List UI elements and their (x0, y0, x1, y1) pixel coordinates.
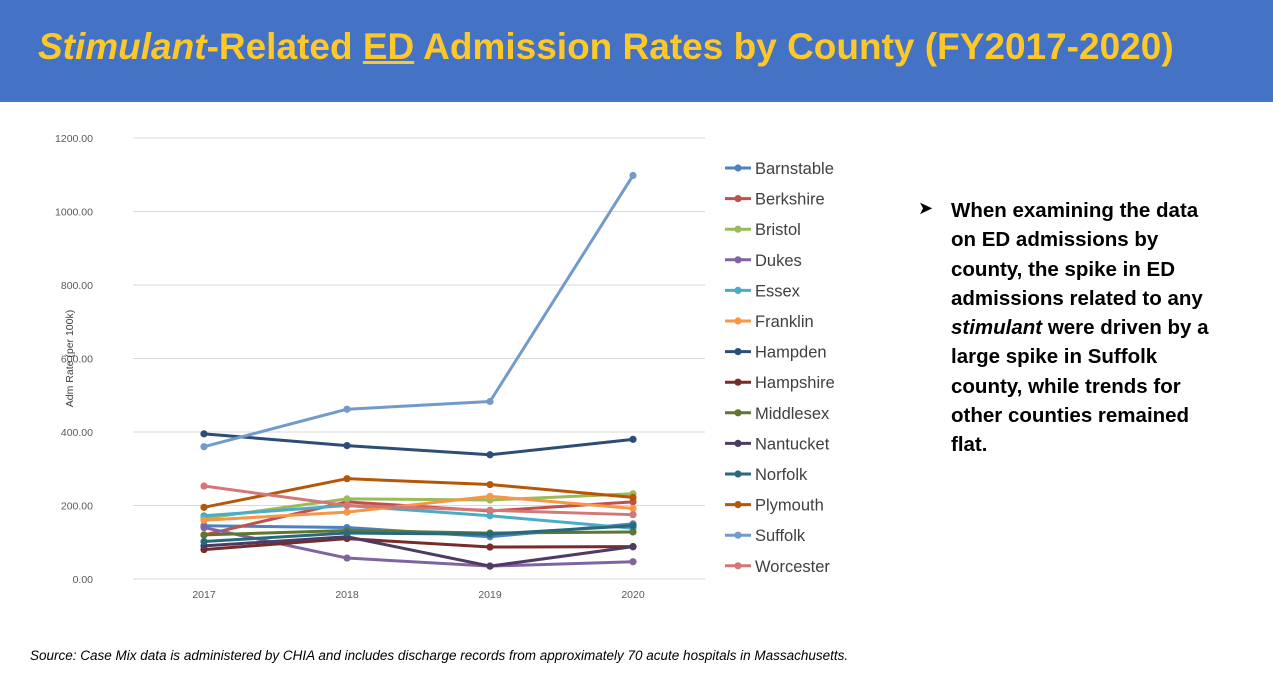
legend-marker (734, 348, 742, 356)
legend-marker (734, 439, 742, 447)
series-line-bristol (202, 492, 635, 520)
series-line-suffolk (202, 173, 635, 449)
legend-marker (734, 195, 742, 203)
legend-marker (734, 317, 742, 325)
legend-label: Dukes (755, 252, 802, 270)
series-line-worcester (202, 484, 635, 517)
bullet-text-1: When examining the data on ED admissions… (951, 199, 1203, 310)
legend-label: Middlesex (755, 405, 830, 423)
data-point-suffolk (200, 443, 208, 451)
legend-marker (734, 256, 742, 264)
series-line-hampden (202, 432, 635, 457)
data-point-worcester (343, 501, 351, 510)
data-point-norfolk (200, 537, 208, 546)
y-tick-label: 800.00 (61, 280, 93, 292)
data-point-franklin (629, 504, 637, 513)
legend-label: Hampshire (755, 374, 835, 392)
x-tick-label: 2018 (335, 589, 359, 600)
page-title: Stimulant-Related ED Admission Rates by … (38, 26, 1174, 68)
data-point-norfolk (343, 529, 351, 537)
y-tick-label: 400.00 (61, 427, 93, 439)
series-line-essex (202, 504, 635, 530)
title-stimulant: Stimulant (38, 26, 207, 67)
legend-label: Bristol (755, 221, 801, 239)
data-point-suffolk (629, 171, 637, 180)
series-line-nantucket (202, 535, 635, 568)
legend-marker (734, 164, 742, 172)
title-rest: Admission Rates by County (FY2017-2020) (414, 26, 1174, 67)
series-line-hampshire (202, 537, 635, 552)
y-tick-label: 200.00 (61, 501, 93, 513)
y-tick-label: 1000.00 (55, 207, 93, 219)
bullet-point: ➤ When examining the data on ED admissio… (918, 196, 1218, 460)
data-point-norfolk (629, 522, 637, 530)
legend-label: Barnstable (755, 160, 834, 178)
x-tick-label: 2019 (478, 589, 502, 600)
legend-marker (734, 531, 742, 539)
legend-marker (734, 470, 742, 478)
data-point-middlesex (629, 528, 637, 536)
data-point-dukes (629, 558, 637, 566)
y-tick-label: 0.00 (73, 574, 94, 586)
x-tick-label: 2020 (621, 589, 645, 600)
data-point-essex (486, 512, 494, 520)
legend-label: Nantucket (755, 435, 830, 453)
legend-label: Suffolk (755, 527, 806, 545)
bullet-text: When examining the data on ED admissions… (951, 196, 1218, 460)
data-point-worcester (486, 506, 494, 514)
legend-marker (734, 409, 742, 417)
bullet-text-3: were driven by a large spike in Suffolk … (951, 316, 1209, 457)
series-line-middlesex (202, 528, 635, 537)
data-point-franklin (200, 516, 208, 524)
legend-marker (734, 286, 742, 294)
data-point-plymouth (200, 503, 208, 511)
data-point-hampden (200, 430, 208, 438)
title-ed: ED (362, 26, 415, 67)
data-point-suffolk (343, 405, 351, 413)
title-banner (0, 0, 1273, 102)
data-point-franklin (486, 492, 494, 500)
legend-label: Plymouth (755, 497, 824, 515)
data-point-bristol (343, 495, 351, 503)
data-point-nantucket (629, 543, 637, 551)
data-point-hampden (629, 435, 637, 443)
data-point-nantucket (486, 562, 494, 570)
data-point-hampden (486, 451, 494, 459)
title-related: -Related (206, 26, 363, 67)
legend-marker (734, 225, 742, 233)
data-point-norfolk (486, 530, 494, 538)
series-line-franklin (202, 494, 635, 522)
data-point-hampshire (486, 543, 494, 551)
data-point-dukes (343, 554, 351, 562)
legend-marker (734, 378, 742, 386)
data-point-hampden (343, 441, 351, 450)
x-tick-label: 2017 (192, 589, 216, 600)
legend-label: Hampden (755, 344, 827, 362)
y-axis-label: Adm Rate (per 100k) (64, 310, 76, 407)
legend-label: Essex (755, 282, 801, 300)
data-point-plymouth (629, 493, 637, 502)
y-tick-label: 1200.00 (55, 133, 93, 145)
legend-label: Worcester (755, 558, 830, 576)
legend-marker (734, 562, 742, 570)
line-chart: 0.00 200.00 400.00 600.00 800.00 1000.00 1200.… (55, 133, 835, 600)
data-point-suffolk (486, 397, 494, 406)
data-point-plymouth (486, 480, 494, 489)
legend-label: Franklin (755, 313, 814, 331)
series-line-norfolk (202, 524, 635, 544)
data-point-franklin (343, 508, 351, 516)
data-point-plymouth (343, 475, 351, 483)
bullet-text-stimulant: stimulant (951, 316, 1043, 340)
data-point-middlesex (200, 531, 208, 539)
data-point-worcester (200, 482, 208, 490)
data-point-worcester (629, 511, 637, 519)
source-note: Source: Case Mix data is administered by… (30, 648, 849, 663)
data-point-dukes (200, 523, 208, 532)
series-line-plymouth (202, 477, 635, 509)
legend-label: Norfolk (755, 466, 808, 484)
legend-label: Berkshire (755, 191, 825, 209)
legend-marker (734, 501, 742, 509)
arrow-bullet-icon: ➤ (918, 198, 934, 218)
y-tick-label: 600.00 (61, 354, 93, 366)
